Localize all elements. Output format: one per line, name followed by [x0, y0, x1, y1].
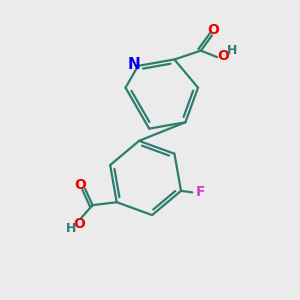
Text: O: O [74, 178, 86, 192]
Text: H: H [66, 222, 76, 235]
Text: F: F [195, 185, 205, 199]
Text: O: O [207, 23, 219, 37]
Text: O: O [218, 49, 230, 63]
Text: H: H [227, 44, 238, 57]
Text: O: O [74, 217, 85, 231]
Text: N: N [128, 58, 141, 73]
